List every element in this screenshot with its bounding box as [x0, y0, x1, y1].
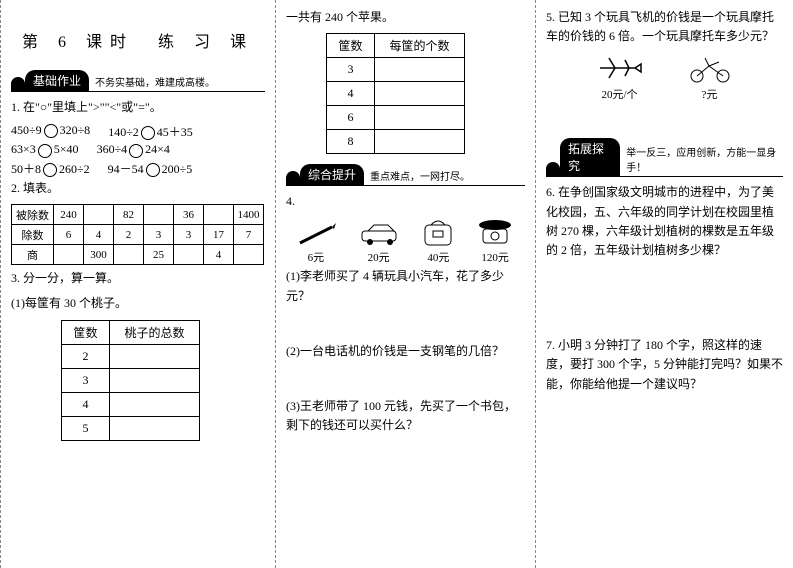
badge-ext-sub: 举一反三，应用创新，方能一显身手！: [626, 144, 783, 176]
section-basic: 基础作业 不务实基础，难建成高楼。: [11, 70, 265, 92]
car-icon: 20元: [356, 221, 402, 265]
badge-comp: 综合提升: [300, 164, 364, 185]
badge-ext: 拓展探究: [560, 138, 620, 176]
q4-p3: (3)王老师带了 100 元钱，先买了一个书包，剩下的钱还可以买什么？: [286, 397, 525, 435]
q3-table2: 筐数每筐的个数 3 4 6 8: [326, 33, 465, 154]
motorcycle-icon: ?元: [685, 52, 735, 102]
badge-basic-sub: 不务实基础，难建成高楼。: [95, 74, 215, 91]
q2-stem: 2. 填表。: [11, 179, 265, 198]
q4-p2: (2)一台电话机的价钱是一支钢笔的几倍？: [286, 342, 525, 361]
q1-row1: 450÷9320÷8 140÷245＋35: [11, 123, 265, 140]
page-title: 第 6 课时 练 习 课: [11, 28, 265, 52]
compare-circle: [38, 144, 52, 158]
q4-stem: 4.: [286, 192, 525, 211]
badge-comp-sub: 重点难点，一网打尽。: [370, 168, 470, 185]
q2-table: 被除数 240 82 36 1400 除数 64 23 317 7 商 300 …: [11, 204, 264, 265]
q1-stem: 1. 在"○"里填上">""<"或"="。: [11, 98, 265, 117]
q7-stem: 7. 小明 3 分钟打了 180 个字，照这样的速度，要打 300 个字，5 分…: [546, 336, 783, 394]
compare-circle: [129, 144, 143, 158]
q3-table1: 筐数桃子的总数 2 3 4 5: [61, 320, 200, 441]
section-comp: 综合提升 重点难点，一网打尽。: [286, 164, 525, 186]
column-left: 第 6 课时 练 习 课 基础作业 不务实基础，难建成高楼。 1. 在"○"里填…: [0, 0, 275, 568]
q3-top: 一共有 240 个苹果。: [286, 8, 525, 27]
plane-icon: 20元/个: [595, 52, 645, 102]
q3-stem: 3. 分一分，算一算。: [11, 269, 265, 288]
compare-circle: [43, 163, 57, 177]
phone-icon: 120元: [475, 217, 515, 265]
badge-basic: 基础作业: [25, 70, 89, 91]
q5-icons: 20元/个 ?元: [546, 52, 783, 102]
section-ext: 拓展探究 举一反三，应用创新，方能一显身手！: [546, 138, 783, 177]
q4-items: 6元 20元 40元 120元: [286, 217, 525, 265]
q6-stem: 6. 在争创国家级文明城市的进程中，为了美化校园，五、六年级的同学计划在校园里植…: [546, 183, 783, 260]
q3-sub1: (1)每筐有 30 个桃子。: [11, 294, 265, 313]
column-mid: 一共有 240 个苹果。 筐数每筐的个数 3 4 6 8 综合提升 重点难点，一…: [275, 0, 535, 568]
compare-circle: [44, 124, 58, 138]
column-right: 5. 已知 3 个玩具飞机的价钱是一个玩具摩托车的价钱的 6 倍。一个玩具摩托车…: [535, 0, 793, 568]
q1-row2: 63×35×40 360÷424×4: [11, 142, 265, 157]
compare-circle: [146, 163, 160, 177]
pen-icon: 6元: [296, 221, 336, 265]
compare-circle: [141, 126, 155, 140]
q5-stem: 5. 已知 3 个玩具飞机的价钱是一个玩具摩托车的价钱的 6 倍。一个玩具摩托车…: [546, 8, 783, 46]
q1-row3: 50＋8260÷2 94－54200÷5: [11, 160, 265, 177]
bag-icon: 40元: [421, 217, 455, 265]
q4-p1: (1)李老师买了 4 辆玩具小汽车，花了多少元？: [286, 267, 525, 305]
